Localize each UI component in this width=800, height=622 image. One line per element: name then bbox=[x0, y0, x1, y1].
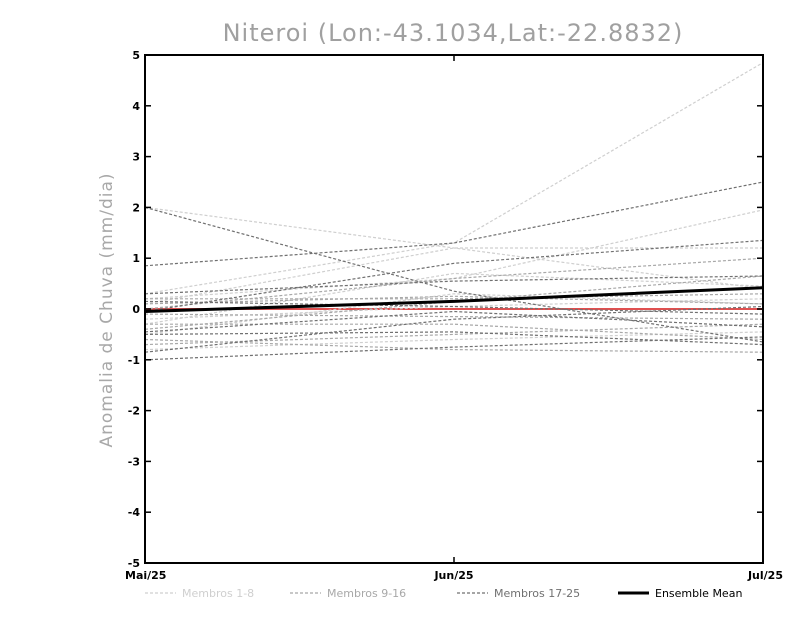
series-line-group2-member7 bbox=[144, 295, 764, 305]
x-tick-label: Jun/25 bbox=[433, 569, 473, 582]
y-axis-label: Anomalia de Chuva (mm/dia) bbox=[97, 172, 117, 447]
x-tick-label: Mai/25 bbox=[125, 569, 166, 582]
series-line-group1-member5 bbox=[144, 293, 764, 335]
y-tick-label: 2 bbox=[132, 201, 140, 214]
legend-label-ensemble-mean: Ensemble Mean bbox=[655, 587, 742, 600]
chart-title: Niteroi (Lon:-43.1034,Lat:-22.8832) bbox=[223, 19, 684, 47]
series-line-group3-member9 bbox=[144, 310, 764, 333]
series-line-group1-member1 bbox=[144, 62, 764, 295]
series-line-group2-member3 bbox=[145, 293, 764, 300]
series-line-group3-member2 bbox=[144, 206, 764, 343]
series-line-group3-member8 bbox=[144, 300, 764, 315]
series-line-group2-member6 bbox=[144, 338, 764, 353]
series-line-group2-member8 bbox=[144, 313, 764, 320]
y-tick-label: 1 bbox=[132, 252, 140, 265]
series-line-group1-member2 bbox=[144, 209, 764, 300]
series-line-group2-member4 bbox=[144, 323, 764, 346]
y-tick-label: 5 bbox=[132, 49, 140, 62]
legend-label-group3: Membros 17-25 bbox=[494, 587, 580, 600]
series-line-group2-member5 bbox=[145, 323, 764, 341]
series-line-group3-member3 bbox=[144, 239, 764, 313]
legend-label-group1: Membros 1-8 bbox=[182, 587, 254, 600]
series-line-group1-member6 bbox=[144, 247, 763, 305]
series-line-group1-member4 bbox=[144, 206, 764, 290]
series-line-group3-member6 bbox=[144, 331, 764, 346]
y-tick-label: -1 bbox=[128, 354, 140, 367]
y-tick-label: -5 bbox=[128, 557, 140, 570]
y-tick-label: 4 bbox=[132, 100, 140, 113]
y-tick-label: 0 bbox=[132, 303, 140, 316]
legend-label-group2: Membros 9-16 bbox=[327, 587, 406, 600]
y-tick-label: -3 bbox=[128, 455, 140, 468]
series-line-group3-member1 bbox=[144, 181, 764, 267]
series-line-group3-member5 bbox=[144, 275, 764, 295]
ensemble-mean-line bbox=[144, 286, 764, 313]
y-tick-label: 3 bbox=[132, 151, 140, 164]
y-tick-label: -4 bbox=[128, 506, 141, 519]
y-tick-label: -2 bbox=[128, 405, 140, 418]
series-line-group2-member1 bbox=[144, 257, 764, 310]
series-line-group3-member7 bbox=[144, 305, 764, 353]
x-tick-label: Jul/25 bbox=[747, 569, 783, 582]
